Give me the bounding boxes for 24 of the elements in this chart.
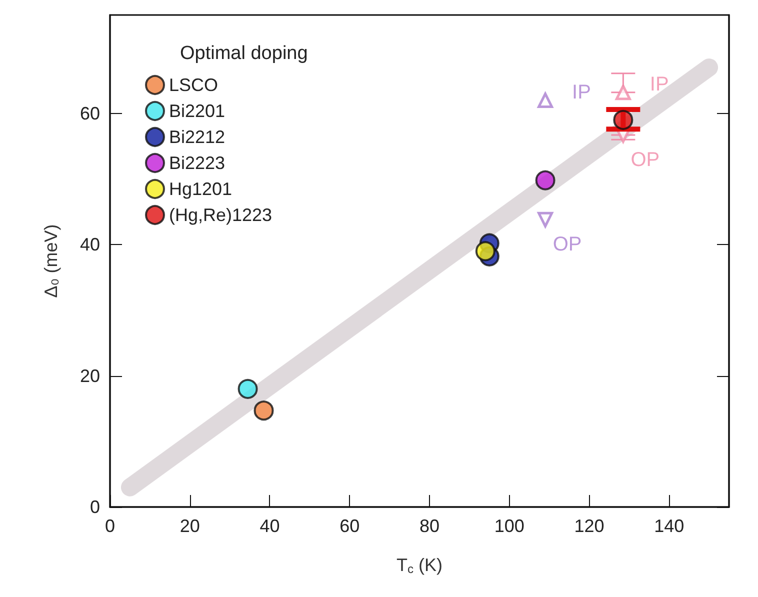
x-tick-label: 140 <box>654 516 684 536</box>
legend-label: LSCO <box>169 75 218 95</box>
legend-label: (Hg,Re)1223 <box>169 205 272 225</box>
y-tick-label: 20 <box>80 366 100 386</box>
x-tick-label: 60 <box>340 516 360 536</box>
y-tick-label: 40 <box>80 234 100 255</box>
series-label: OP <box>552 233 582 256</box>
legend-label: Bi2223 <box>169 153 226 173</box>
series-label: IP <box>650 73 669 96</box>
x-tick-label: 20 <box>180 516 200 536</box>
x-tick-label: 80 <box>419 516 440 536</box>
x-tick-label: 100 <box>494 516 524 536</box>
legend-label: Bi2212 <box>169 127 226 147</box>
y-tick-label: 60 <box>80 103 100 124</box>
y-axis-title: Δ₀ (meV) <box>41 224 61 298</box>
y-tick-label: 0 <box>90 497 100 517</box>
legend-label: Hg1201 <box>169 179 232 199</box>
series-label: IP <box>572 81 591 104</box>
x-tick-label: 120 <box>574 516 604 536</box>
series-label: OP <box>630 148 660 171</box>
legend-label: Bi2201 <box>169 101 226 121</box>
x-tick-label: 40 <box>260 516 280 536</box>
x-tick-label: 0 <box>104 516 116 536</box>
legend-title: Optimal doping <box>180 43 308 64</box>
